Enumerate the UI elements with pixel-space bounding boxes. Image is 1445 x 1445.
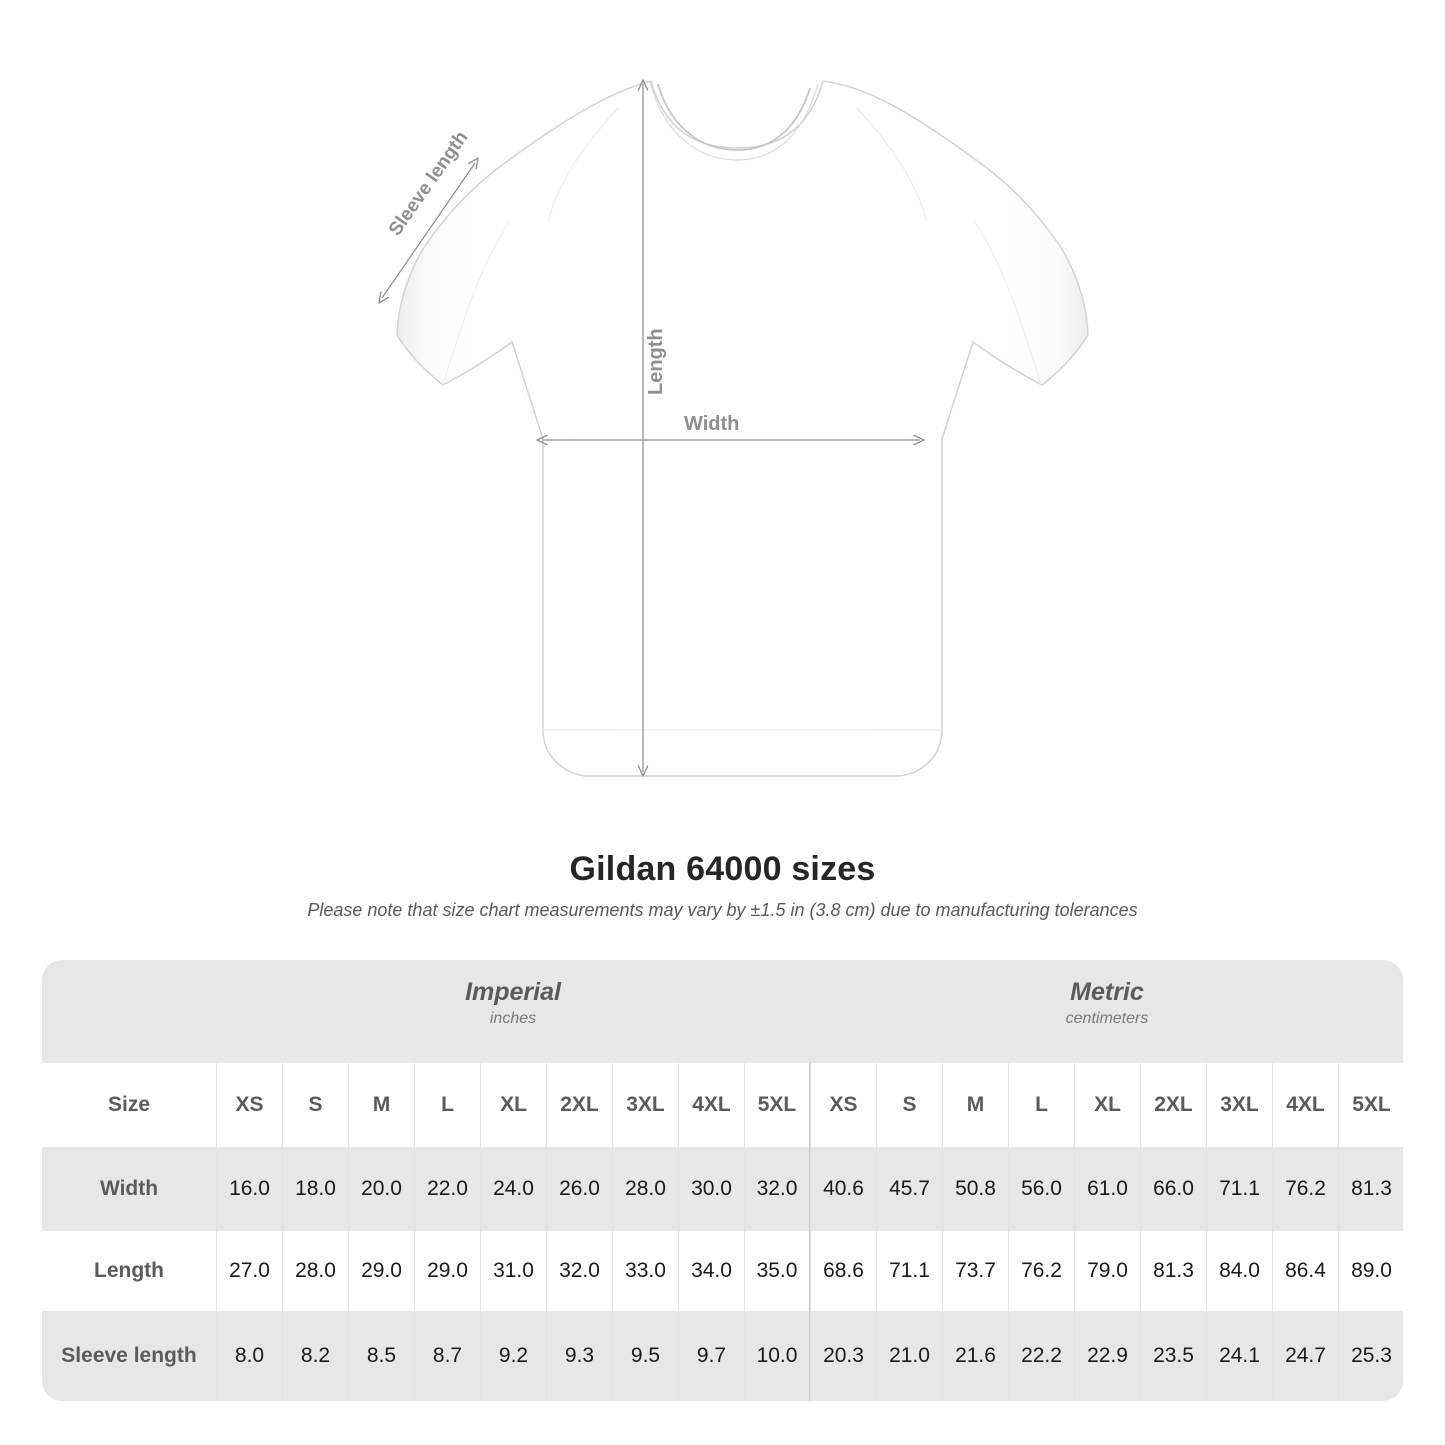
svg-text:Length: Length	[645, 328, 667, 395]
svg-text:Width: Width	[684, 413, 739, 435]
